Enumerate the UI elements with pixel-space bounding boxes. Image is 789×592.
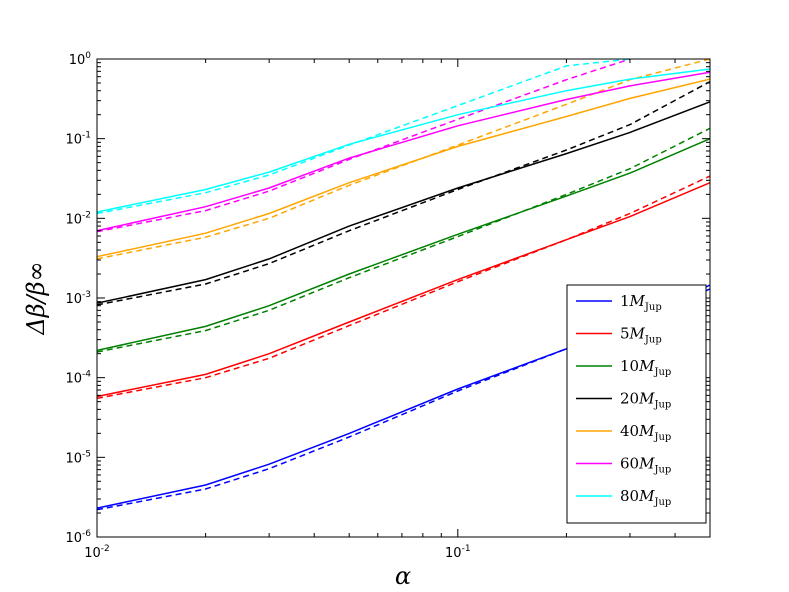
series-line-20-mjup-solid: [97, 101, 710, 304]
y-axis-label: Δβ/β∞: [22, 261, 50, 335]
legend-label-5-mjup: 5MJup: [620, 325, 662, 346]
legend: 1MJup 5MJup 10MJup 20MJup 40MJup 60MJup 80MJup: [566, 284, 707, 524]
series-line-60-mjup-solid: [97, 71, 710, 232]
series-line-20-mjup-dashed: [97, 80, 710, 306]
y-tick-label: 10-4: [65, 370, 91, 387]
legend-label-1-mjup: 1MJup: [620, 292, 662, 313]
series-layer: [97, 59, 710, 511]
legend-box: [566, 284, 707, 524]
y-tick-label: 10-1: [65, 131, 91, 148]
tick-layer: 10-6 10-5 10-4 10-3 10-2 10-1 100 10-2 10-1: [65, 51, 711, 561]
y-tick-label: 100: [69, 51, 92, 68]
series-line-80-mjup-solid: [97, 68, 710, 213]
series-line-40-mjup-dashed: [97, 59, 710, 260]
series-line-5-mjup-solid: [97, 182, 710, 398]
x-axis-label: α: [395, 562, 411, 590]
series-line-80-mjup-dashed: [97, 59, 631, 215]
x-tick-label: 10-1: [445, 544, 471, 561]
y-tick-label: 10-6: [65, 529, 91, 546]
series-line-10-mjup-dashed: [97, 127, 710, 353]
y-tick-label: 10-2: [65, 210, 91, 227]
series-line-10-mjup-solid: [97, 138, 710, 352]
series-line-60-mjup-dashed: [97, 59, 631, 233]
legend-label-60-mjup: 60MJup: [620, 455, 671, 476]
y-tick-label: 10-5: [65, 449, 91, 466]
legend-label-40-mjup: 40MJup: [620, 422, 671, 443]
series-line-5-mjup-dashed: [97, 175, 710, 400]
legend-label-80-mjup: 80MJup: [620, 487, 671, 508]
y-tick-label: 10-3: [65, 290, 91, 307]
x-tick-label: 10-2: [84, 544, 110, 561]
legend-label-20-mjup: 20MJup: [620, 390, 671, 411]
legend-label-10-mjup: 10MJup: [620, 357, 671, 378]
